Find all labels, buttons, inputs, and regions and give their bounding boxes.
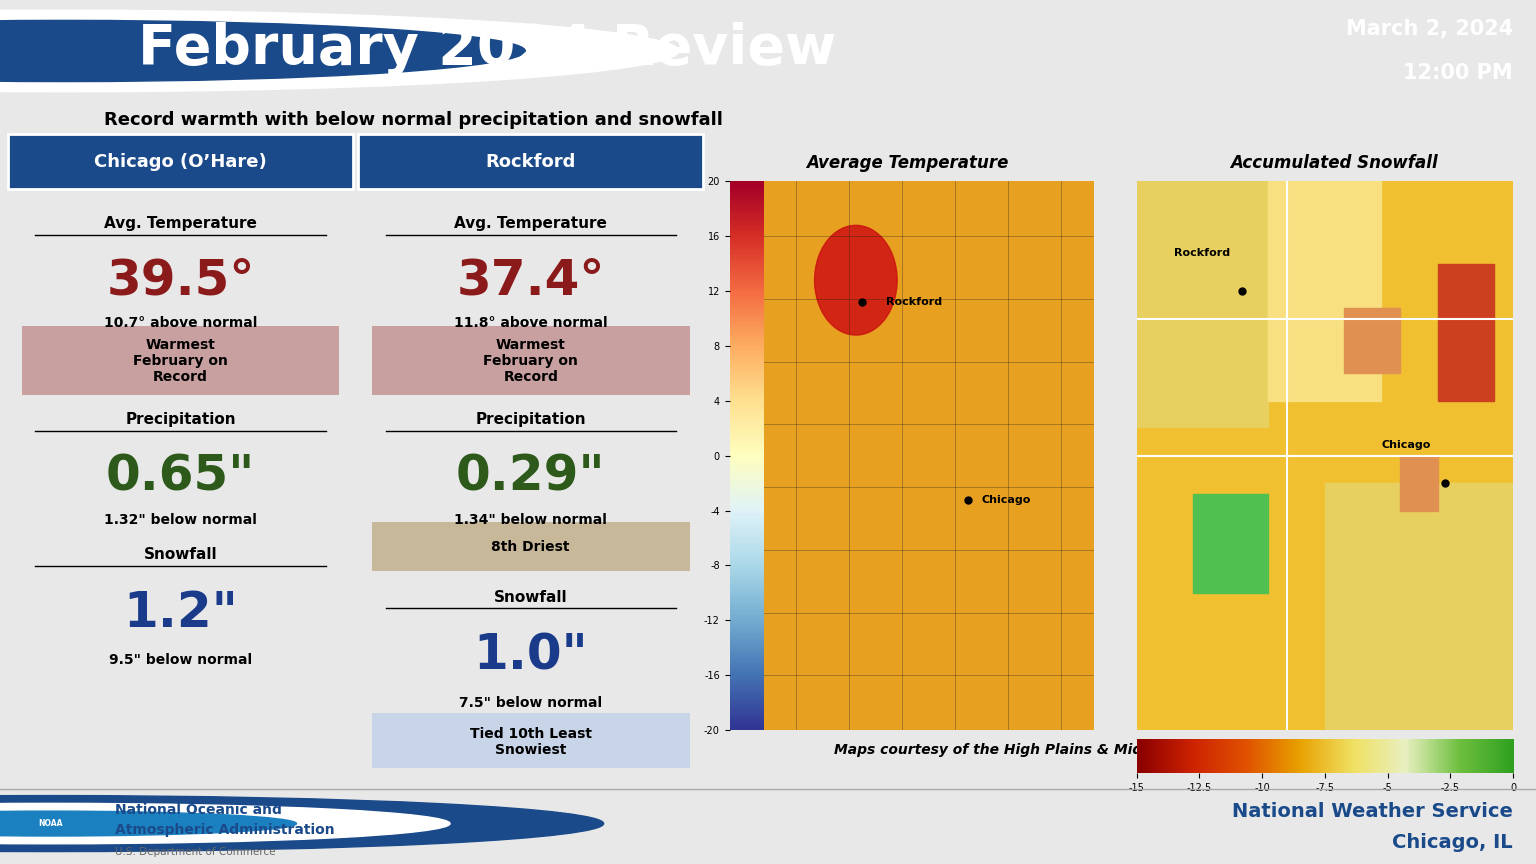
Text: February 2024 Review: February 2024 Review bbox=[138, 22, 837, 76]
Text: Warmest
February on
Record: Warmest February on Record bbox=[134, 338, 227, 384]
Text: Average Temperature: Average Temperature bbox=[806, 155, 1008, 172]
Bar bbox=[1438, 264, 1495, 401]
Circle shape bbox=[0, 804, 450, 844]
Text: March 2, 2024: March 2, 2024 bbox=[1346, 18, 1513, 39]
Text: Rockford: Rockford bbox=[1174, 248, 1230, 257]
Text: Departure from Normal (inches): Departure from Normal (inches) bbox=[1223, 189, 1445, 203]
Text: Rockford: Rockford bbox=[485, 153, 576, 171]
Text: Avg. Temperature: Avg. Temperature bbox=[455, 217, 607, 232]
Circle shape bbox=[0, 811, 296, 836]
Text: 1.34" below normal: 1.34" below normal bbox=[455, 513, 607, 527]
FancyBboxPatch shape bbox=[372, 522, 690, 571]
Bar bbox=[1324, 483, 1513, 730]
Text: Tied 10th Least
Snowiest: Tied 10th Least Snowiest bbox=[470, 727, 591, 757]
Text: Chicago: Chicago bbox=[982, 495, 1031, 505]
Text: U.S. Department of Commerce: U.S. Department of Commerce bbox=[115, 847, 275, 856]
Text: Avg. Temperature: Avg. Temperature bbox=[104, 217, 257, 232]
Text: Chicago (O’Hare): Chicago (O’Hare) bbox=[94, 153, 267, 171]
Text: 1.2": 1.2" bbox=[123, 589, 238, 638]
Circle shape bbox=[0, 21, 525, 81]
FancyBboxPatch shape bbox=[22, 327, 339, 395]
Bar bbox=[1269, 181, 1381, 401]
FancyBboxPatch shape bbox=[372, 713, 690, 768]
Text: Maps courtesy of the High Plains & Midwestern Regional Climate Centers: Maps courtesy of the High Plains & Midwe… bbox=[834, 743, 1407, 758]
Text: Snowfall: Snowfall bbox=[144, 547, 217, 562]
Ellipse shape bbox=[814, 226, 897, 335]
Text: Precipitation: Precipitation bbox=[124, 412, 237, 427]
Text: Atmospheric Administration: Atmospheric Administration bbox=[115, 823, 335, 837]
Text: Rockford: Rockford bbox=[886, 297, 942, 307]
Text: Snowfall: Snowfall bbox=[495, 589, 567, 605]
Text: 12:00 PM: 12:00 PM bbox=[1404, 63, 1513, 84]
Bar bbox=[1344, 308, 1401, 373]
Text: 1.0": 1.0" bbox=[473, 632, 588, 680]
Text: 37.4°: 37.4° bbox=[456, 257, 605, 305]
Text: Warmest
February on
Record: Warmest February on Record bbox=[484, 338, 578, 384]
Text: Departure from Normal (°F): Departure from Normal (°F) bbox=[811, 189, 1003, 203]
Text: 8th Driest: 8th Driest bbox=[492, 540, 570, 554]
FancyBboxPatch shape bbox=[358, 134, 703, 189]
Bar bbox=[1137, 429, 1324, 730]
Text: Precipitation: Precipitation bbox=[475, 412, 587, 427]
Text: Record warmth with below normal precipitation and snowfall: Record warmth with below normal precipit… bbox=[104, 111, 723, 130]
Text: Accumulated Snowfall: Accumulated Snowfall bbox=[1230, 155, 1438, 172]
Text: 0.29": 0.29" bbox=[456, 453, 605, 500]
Text: 1.32" below normal: 1.32" below normal bbox=[104, 513, 257, 527]
Bar bbox=[1193, 494, 1269, 593]
Circle shape bbox=[0, 10, 679, 92]
Text: NOAA: NOAA bbox=[38, 819, 63, 828]
Text: 7.5" below normal: 7.5" below normal bbox=[459, 696, 602, 709]
Text: 11.8° above normal: 11.8° above normal bbox=[453, 316, 608, 330]
Text: National Weather Service: National Weather Service bbox=[1232, 803, 1513, 822]
Bar bbox=[1399, 456, 1438, 511]
Text: 10.7° above normal: 10.7° above normal bbox=[104, 316, 257, 330]
Text: 0.65": 0.65" bbox=[106, 453, 255, 500]
FancyBboxPatch shape bbox=[8, 134, 353, 189]
Text: Chicago: Chicago bbox=[1381, 440, 1430, 450]
Text: 9.5" below normal: 9.5" below normal bbox=[109, 653, 252, 667]
Text: National Oceanic and: National Oceanic and bbox=[115, 803, 283, 816]
FancyBboxPatch shape bbox=[372, 327, 690, 395]
Circle shape bbox=[0, 796, 604, 852]
Text: 39.5°: 39.5° bbox=[106, 257, 255, 305]
Bar bbox=[1137, 181, 1269, 429]
Text: Chicago, IL: Chicago, IL bbox=[1392, 833, 1513, 852]
